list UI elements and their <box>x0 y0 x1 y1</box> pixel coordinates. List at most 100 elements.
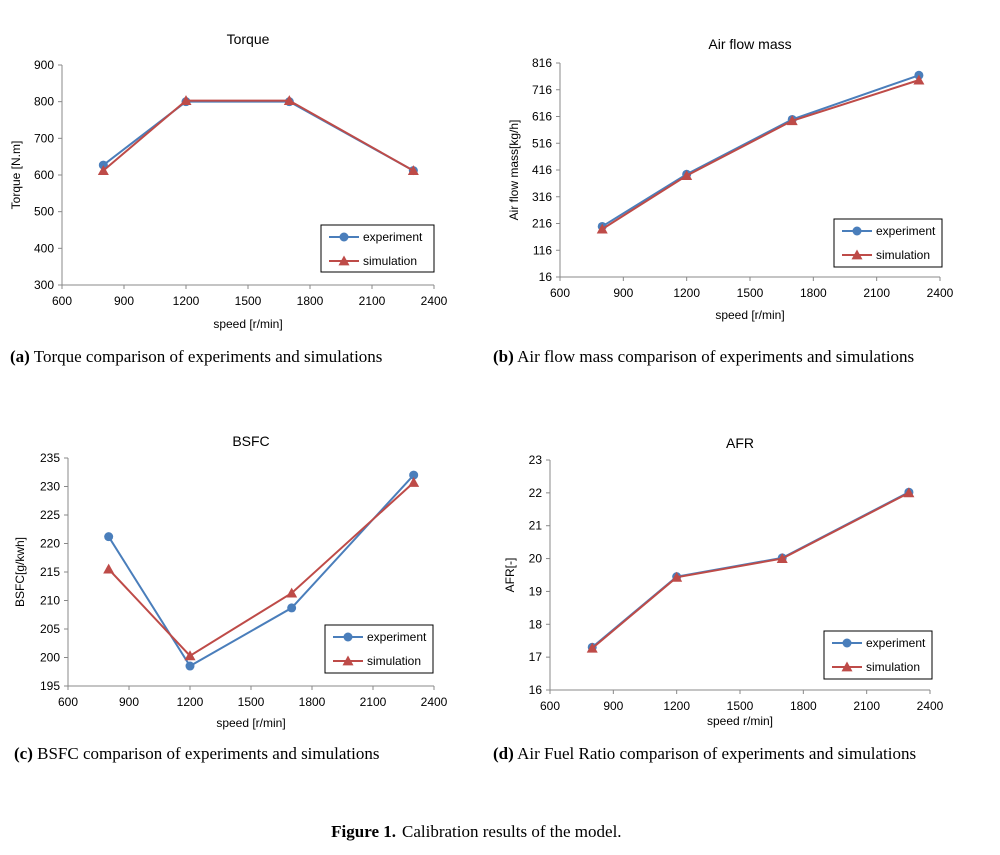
legend-label-simulation: simulation <box>363 254 417 268</box>
y-tick-label: 716 <box>532 83 552 97</box>
chart-panel-4: AFR 16 17 18 19 20 21 22 23 600 900 1200 1500 1800 210… <box>493 435 944 763</box>
data-point-simulation <box>408 477 420 487</box>
x-tick-label: 2400 <box>421 294 448 308</box>
x-tick-label: 1800 <box>299 695 326 709</box>
y-tick-label: 500 <box>34 205 54 219</box>
legend-label-simulation: simulation <box>866 660 920 674</box>
legend-label-experiment: experiment <box>367 630 427 644</box>
panel-caption-label: (b) <box>493 347 514 366</box>
y-axis-label: Air flow mass[kg/h] <box>507 120 521 221</box>
data-point-simulation <box>184 650 196 661</box>
x-tick-label: 1500 <box>737 286 764 300</box>
x-axis-label: speed [r/min] <box>715 308 784 322</box>
panel-caption-label: (c) <box>14 744 33 763</box>
x-axis-label: speed [r/min] <box>213 317 282 331</box>
series-line-experiment <box>102 100 414 172</box>
x-tick-label: 900 <box>119 695 139 709</box>
x-tick-label: 1500 <box>235 294 262 308</box>
y-tick-label: 205 <box>40 622 60 636</box>
legend-label-experiment: experiment <box>363 230 423 244</box>
series-line-simulation <box>107 481 415 658</box>
x-axis-label: speed r/min] <box>707 714 773 728</box>
y-tick-label: 195 <box>40 679 60 693</box>
legend-label-experiment: experiment <box>876 224 936 238</box>
chart-panel-1: Torque 300 400 500 600 700 800 900 600 900 1200 150… <box>9 31 448 366</box>
data-point-simulation <box>681 170 693 181</box>
y-tick-label: 700 <box>34 131 54 145</box>
data-point-simulation <box>586 642 598 653</box>
x-tick-label: 600 <box>550 286 570 300</box>
x-tick-label: 1800 <box>790 699 817 713</box>
series-line-simulation <box>601 79 920 230</box>
y-tick-label: 516 <box>532 136 552 150</box>
x-tick-label: 1800 <box>800 286 827 300</box>
panel-caption-label: (a) <box>10 347 30 366</box>
data-point-simulation <box>913 74 925 85</box>
y-tick-label: 200 <box>40 651 60 665</box>
series-line-experiment <box>601 74 920 228</box>
y-tick-label: 316 <box>532 190 552 204</box>
y-tick-label: 900 <box>34 58 54 72</box>
chart-title: BSFC <box>232 433 269 449</box>
data-point-simulation <box>103 563 115 574</box>
data-point-simulation <box>180 95 192 105</box>
series-line-experiment <box>107 474 415 668</box>
x-tick-label: 1200 <box>663 699 690 713</box>
chart-title: Torque <box>227 31 270 47</box>
y-tick-label: 416 <box>532 163 552 177</box>
legend-label-experiment: experiment <box>866 636 926 650</box>
y-tick-label: 230 <box>40 480 60 494</box>
x-tick-label: 1500 <box>238 695 265 709</box>
panel-caption: (b) Air flow mass comparison of experime… <box>493 347 914 366</box>
y-tick-label: 616 <box>532 110 552 124</box>
y-tick-label: 18 <box>529 617 543 631</box>
panel-caption-label: (d) <box>493 744 514 763</box>
y-tick-label: 16 <box>539 270 553 284</box>
data-point-simulation <box>286 587 298 598</box>
legend-label-simulation: simulation <box>367 654 421 668</box>
x-tick-label: 2100 <box>359 294 386 308</box>
y-tick-label: 16 <box>529 683 543 697</box>
data-point-experiment <box>185 661 195 671</box>
x-axis-label: speed [r/min] <box>216 716 285 730</box>
x-tick-label: 1500 <box>727 699 754 713</box>
data-point-simulation <box>776 553 788 563</box>
panel-caption: (c) BSFC comparison of experiments and s… <box>14 744 379 763</box>
legend-marker-experiment <box>852 226 862 236</box>
y-tick-label: 17 <box>529 650 543 664</box>
chart-title: AFR <box>726 435 754 451</box>
y-tick-label: 216 <box>532 217 552 231</box>
data-point-simulation <box>407 165 419 175</box>
x-tick-label: 1200 <box>673 286 700 300</box>
data-point-simulation <box>786 115 798 126</box>
y-tick-label: 600 <box>34 168 54 182</box>
data-point-simulation <box>903 487 915 498</box>
y-tick-label: 816 <box>532 56 552 70</box>
x-tick-label: 600 <box>52 294 72 308</box>
y-tick-label: 20 <box>529 552 543 566</box>
legend-marker-simulation <box>841 661 853 672</box>
chart-title: Air flow mass <box>708 36 791 52</box>
series-line-experiment <box>591 491 910 649</box>
data-point-simulation <box>671 571 683 582</box>
x-tick-label: 2100 <box>863 286 890 300</box>
x-tick-label: 2400 <box>421 695 448 709</box>
chart-panel-2: Air flow mass 16 116 216 316 416 516 616 716 816 6… <box>493 36 954 366</box>
legend-marker-simulation <box>851 249 863 260</box>
panel-caption-text: Air flow mass comparison of experiments … <box>514 347 914 366</box>
figure-caption-label: Figure 1. <box>331 822 396 841</box>
panel-caption-text: Air Fuel Ratio comparison of experiments… <box>514 744 916 763</box>
y-tick-label: 21 <box>529 519 543 533</box>
panel-caption: (a) Torque comparison of experiments and… <box>10 347 382 366</box>
panel-caption: (d) Air Fuel Ratio comparison of experim… <box>493 744 916 763</box>
y-tick-label: 220 <box>40 537 60 551</box>
y-axis-label: BSFC[g/kwh] <box>13 537 27 607</box>
legend-marker-experiment <box>842 638 852 648</box>
x-tick-label: 600 <box>58 695 78 709</box>
y-tick-label: 210 <box>40 594 60 608</box>
x-tick-label: 900 <box>613 286 633 300</box>
y-tick-label: 225 <box>40 508 60 522</box>
legend-marker-experiment <box>339 232 349 242</box>
x-tick-label: 2400 <box>927 286 954 300</box>
